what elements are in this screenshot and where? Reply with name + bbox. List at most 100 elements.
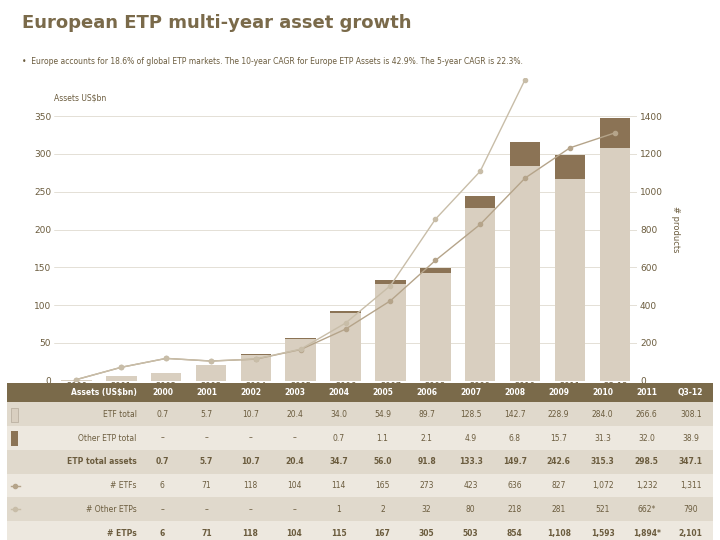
Text: 38.9: 38.9 (683, 434, 699, 443)
Text: 118: 118 (243, 529, 258, 538)
Text: 34.0: 34.0 (330, 410, 347, 419)
Text: 10.7: 10.7 (241, 457, 260, 467)
Text: 854: 854 (507, 529, 523, 538)
Text: 1,108: 1,108 (546, 529, 571, 538)
Bar (420, 268, 451, 273)
Text: # ETPs: # ETPs (107, 529, 137, 538)
Text: 80: 80 (466, 505, 475, 514)
Bar (330, 313, 361, 381)
Text: –: – (161, 505, 164, 514)
Text: 315.3: 315.3 (591, 457, 615, 467)
Bar (465, 208, 495, 381)
Text: 71: 71 (201, 529, 212, 538)
Text: 827: 827 (552, 481, 566, 490)
Text: 2003: 2003 (284, 388, 305, 397)
Text: ETP total assets: ETP total assets (67, 457, 137, 467)
Text: 1,894*: 1,894* (633, 529, 661, 538)
Text: 790: 790 (683, 505, 698, 514)
Text: 521: 521 (595, 505, 610, 514)
Text: 2001: 2001 (196, 388, 217, 397)
Text: –: – (204, 505, 208, 514)
Bar (375, 280, 405, 284)
Text: 20.4: 20.4 (286, 410, 303, 419)
Bar (510, 143, 540, 166)
Bar (375, 284, 405, 381)
Text: 6: 6 (160, 481, 165, 490)
Text: 2.1: 2.1 (420, 434, 433, 443)
Text: 2005: 2005 (372, 388, 393, 397)
Text: 1,593: 1,593 (591, 529, 615, 538)
Text: Assets (US$bn): Assets (US$bn) (71, 388, 137, 397)
Bar (420, 273, 451, 381)
Text: 32.0: 32.0 (639, 434, 655, 443)
Text: 0.7: 0.7 (333, 434, 345, 443)
Text: 2004: 2004 (328, 388, 349, 397)
Text: 662*: 662* (638, 505, 656, 514)
Text: 5.7: 5.7 (200, 410, 212, 419)
Text: 4.9: 4.9 (464, 434, 477, 443)
Text: –: – (204, 434, 208, 443)
Text: –: – (292, 434, 297, 443)
Text: 20.4: 20.4 (285, 457, 304, 467)
Text: 142.7: 142.7 (504, 410, 526, 419)
Text: 133.3: 133.3 (459, 457, 482, 467)
Text: 503: 503 (463, 529, 479, 538)
Text: 6: 6 (160, 529, 165, 538)
Text: Other ETP total: Other ETP total (78, 434, 137, 443)
Text: 1,311: 1,311 (680, 481, 701, 490)
Bar (11, 431, 18, 446)
Y-axis label: # products: # products (671, 206, 680, 253)
Bar (11, 408, 18, 422)
Text: 281: 281 (552, 505, 566, 514)
Text: 2002: 2002 (240, 388, 261, 397)
Text: 71: 71 (202, 481, 211, 490)
Text: –: – (292, 505, 297, 514)
Text: 5.7: 5.7 (199, 457, 213, 467)
Text: 165: 165 (375, 481, 390, 490)
Bar (600, 118, 630, 148)
Bar (510, 166, 540, 381)
Bar (465, 196, 495, 208)
Text: 423: 423 (464, 481, 478, 490)
Bar (554, 179, 585, 381)
Text: European ETP multi-year asset growth: European ETP multi-year asset growth (22, 14, 411, 31)
Text: 1.1: 1.1 (377, 434, 389, 443)
Text: 0.7: 0.7 (156, 410, 168, 419)
Text: 2007: 2007 (460, 388, 481, 397)
Text: # ETFs: # ETFs (110, 481, 137, 490)
Text: 2009: 2009 (548, 388, 570, 397)
Text: 167: 167 (374, 529, 390, 538)
Text: 298.5: 298.5 (635, 457, 659, 467)
Text: 1,072: 1,072 (592, 481, 613, 490)
Bar (151, 373, 181, 381)
Bar (106, 376, 137, 381)
Text: ETF total: ETF total (103, 410, 137, 419)
Text: 10.7: 10.7 (242, 410, 259, 419)
Text: 636: 636 (508, 481, 522, 490)
Text: 15.7: 15.7 (550, 434, 567, 443)
Bar (600, 148, 630, 381)
Text: 2011: 2011 (636, 388, 657, 397)
Text: 6.8: 6.8 (508, 434, 521, 443)
Text: 308.1: 308.1 (680, 410, 701, 419)
Text: 2008: 2008 (504, 388, 525, 397)
Text: 242.6: 242.6 (546, 457, 571, 467)
Text: 31.3: 31.3 (594, 434, 611, 443)
Text: 284.0: 284.0 (592, 410, 613, 419)
Text: –: – (161, 434, 164, 443)
Text: 2: 2 (380, 505, 385, 514)
Text: 2000: 2000 (152, 388, 173, 397)
Text: 1: 1 (336, 505, 341, 514)
Bar (196, 365, 226, 381)
Bar (330, 311, 361, 313)
Text: 89.7: 89.7 (418, 410, 435, 419)
Text: 218: 218 (508, 505, 522, 514)
Text: # Other ETPs: # Other ETPs (86, 505, 137, 514)
Text: 149.7: 149.7 (503, 457, 526, 467)
Text: 114: 114 (331, 481, 346, 490)
Text: 91.8: 91.8 (417, 457, 436, 467)
Text: 54.9: 54.9 (374, 410, 391, 419)
Text: 104: 104 (287, 481, 302, 490)
Text: 1,232: 1,232 (636, 481, 657, 490)
Text: 305: 305 (419, 529, 434, 538)
